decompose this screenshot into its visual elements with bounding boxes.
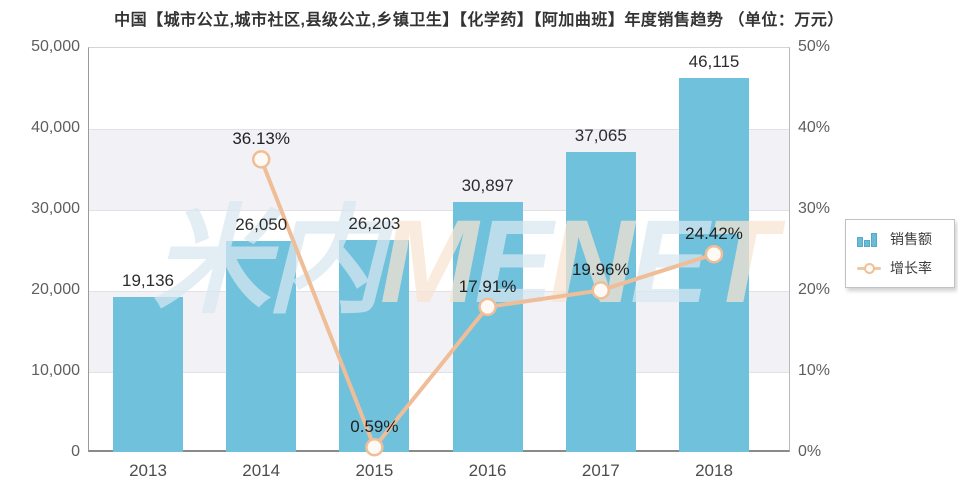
chart-title: 中国【城市公立,城市社区,县级公立,乡镇卫生】【化学药】【阿加曲班】年度销售趋势… bbox=[114, 12, 844, 29]
x-axis-tick-2013: 2013 bbox=[129, 461, 167, 480]
left-axis-tick: 30,000 bbox=[31, 200, 80, 217]
legend-label: 增长率 bbox=[890, 260, 932, 276]
right-axis-tick: 30% bbox=[798, 200, 831, 217]
x-axis-tick-2017: 2017 bbox=[581, 461, 620, 480]
right-axis-tick: 40% bbox=[798, 119, 831, 136]
x-axis-tick-2015: 2015 bbox=[355, 461, 394, 480]
growth-rate-label: 36.13% bbox=[232, 129, 291, 149]
line-marker-icon bbox=[857, 260, 881, 276]
sales-bar-2018 bbox=[679, 78, 749, 452]
bar-value-label: 19,136 bbox=[122, 270, 174, 290]
right-axis-tick: 10% bbox=[798, 362, 831, 379]
sales-bar-2017 bbox=[565, 151, 636, 452]
legend: 销售额 增长率 bbox=[845, 219, 955, 288]
sales-bar-2013 bbox=[113, 296, 183, 452]
legend-label: 销售额 bbox=[890, 231, 932, 247]
growth-rate-label: 19.96% bbox=[571, 260, 630, 280]
growth-rate-label: 24.42% bbox=[685, 224, 743, 244]
x-axis-tick-2014: 2014 bbox=[242, 461, 281, 480]
bar-value-label: 30,897 bbox=[461, 175, 514, 195]
left-axis-tick: 50,000 bbox=[31, 38, 80, 55]
right-axis-tick: 50% bbox=[798, 38, 831, 55]
sales-bar-2014 bbox=[226, 240, 297, 452]
bar-value-label: 46,115 bbox=[688, 52, 740, 72]
gridline bbox=[89, 129, 789, 130]
sales-bar-2016 bbox=[452, 201, 523, 452]
bar-value-label: 37,065 bbox=[574, 125, 627, 145]
bar-chart-icon bbox=[857, 231, 881, 247]
x-axis-tick-2018: 2018 bbox=[695, 461, 733, 480]
left-axis-tick: 40,000 bbox=[31, 119, 80, 136]
growth-rate-label: 0.59% bbox=[350, 417, 399, 437]
left-axis-tick: 10,000 bbox=[31, 362, 80, 379]
right-axis-tick: 20% bbox=[798, 281, 831, 298]
x-axis-tick-2016: 2016 bbox=[468, 461, 507, 480]
left-axis-tick: 0 bbox=[71, 443, 80, 460]
bar-value-label: 26,203 bbox=[348, 213, 401, 233]
left-axis-tick: 20,000 bbox=[31, 281, 80, 298]
legend-item-growth[interactable]: 增长率 bbox=[857, 258, 943, 278]
legend-item-sales[interactable]: 销售额 bbox=[857, 229, 943, 249]
right-axis-tick: 0% bbox=[798, 443, 822, 460]
